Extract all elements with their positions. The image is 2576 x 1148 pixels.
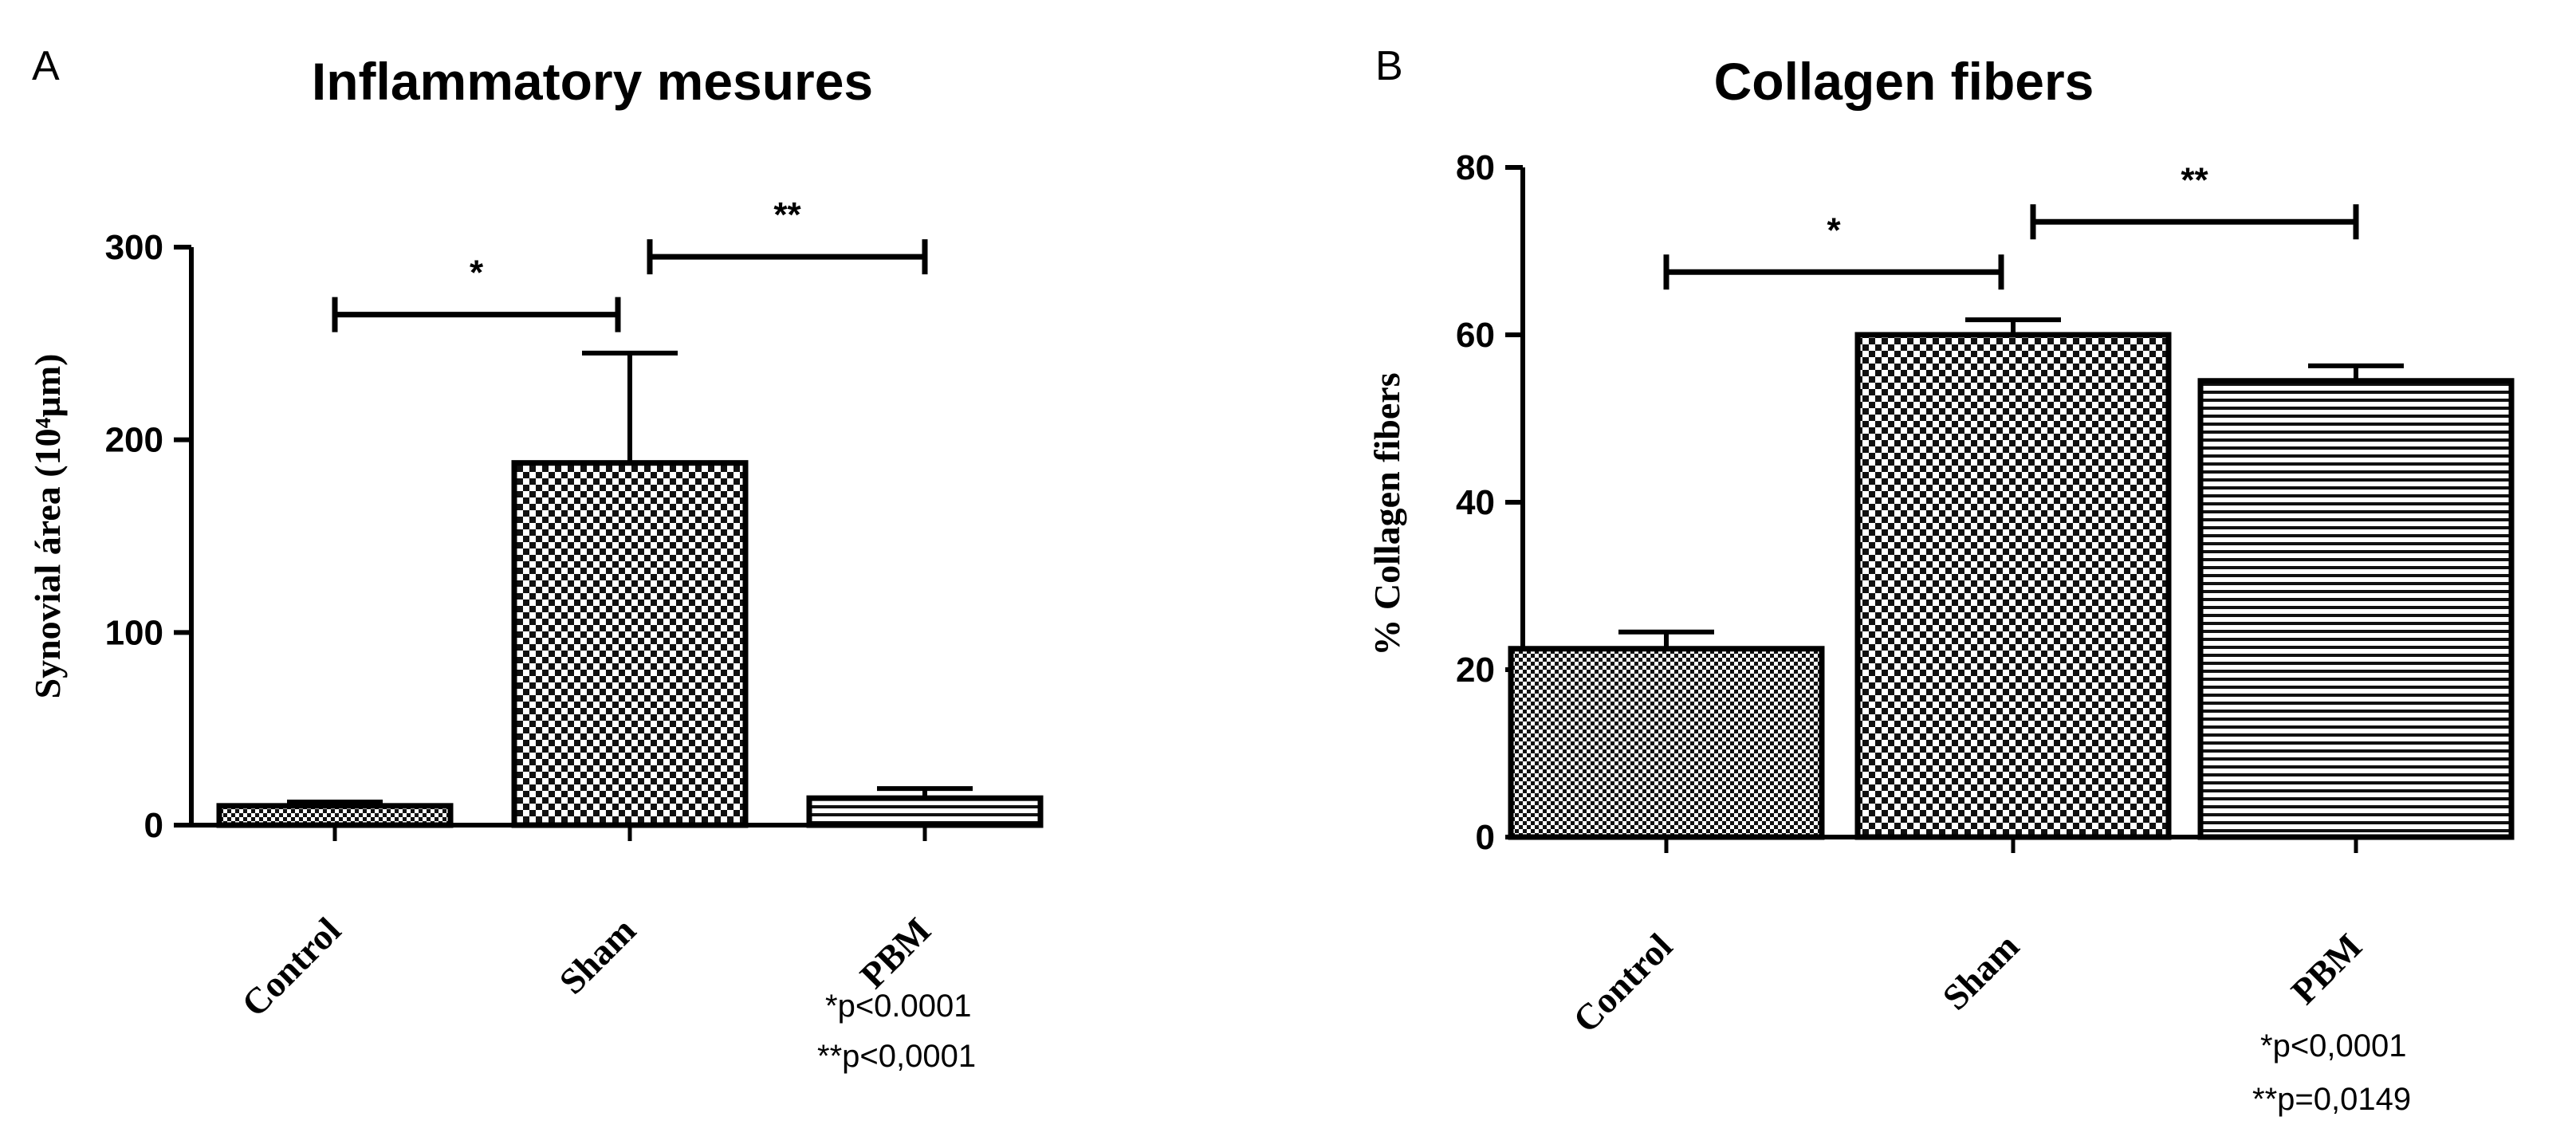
- panel-a-bar-pbm: [806, 795, 1044, 828]
- panel-a-bar-control: [216, 803, 454, 828]
- panel-b-significance-label: *: [1827, 210, 1841, 250]
- panel-a-y-tick-label: 100: [105, 613, 163, 652]
- panel-b-y-tick-label: 60: [1456, 316, 1495, 355]
- panel-a-category-label: PBM: [852, 910, 938, 996]
- panel-a-y-tick-label: 0: [144, 806, 163, 845]
- panel-a-y-tick-label: 200: [105, 421, 163, 460]
- panel-a-category-label: Sham: [551, 910, 643, 1002]
- panel-b-category-label: Control: [1565, 926, 1680, 1040]
- panel-a: A Inflammatory mesures Synovial área (10…: [27, 43, 1044, 1074]
- panel-b-title: Collagen fibers: [1714, 52, 2094, 111]
- panel-b-category-label: PBM: [2283, 926, 2370, 1012]
- panel-a-y-axis-label: Synovial área (10⁴µm): [27, 354, 68, 699]
- panel-a-bar-sham: [511, 460, 749, 828]
- panel-b-bar-control: [1508, 646, 1825, 840]
- panel-b-y-tick-label: 40: [1456, 483, 1495, 522]
- panel-a-y-tick-label: 300: [105, 228, 163, 267]
- panel-b-pvalue-2: **p=0,0149: [2252, 1082, 2411, 1117]
- panel-b-y-tick-label: 80: [1456, 148, 1495, 187]
- panel-a-significance-label: **: [773, 195, 801, 234]
- panel-a-significance-label: *: [470, 254, 484, 293]
- panel-b-letter: B: [1375, 43, 1403, 89]
- panel-b-category-label: Sham: [1934, 926, 2027, 1018]
- panel-b-y-tick-label: 0: [1476, 818, 1495, 857]
- panel-b-pvalue-1: *p<0,0001: [2260, 1028, 2407, 1063]
- panel-a-pvalue-1: *p<0.0001: [825, 989, 972, 1024]
- panel-b-significance-label: **: [2181, 160, 2208, 199]
- panel-a-letter: A: [32, 43, 60, 89]
- panel-b-bar-pbm: [2197, 378, 2515, 840]
- panel-a-title: Inflammatory mesures: [312, 52, 873, 111]
- panel-b-y-axis-label: % Collagen fibers: [1367, 372, 1407, 655]
- panel-b-bar-sham: [1854, 332, 2172, 840]
- panel-b: B Collagen fibers % Collagen fibers 0 20 4…: [1367, 43, 2515, 1117]
- panel-a-category-label: Control: [234, 910, 348, 1024]
- panel-b-y-tick-label: 20: [1456, 651, 1495, 690]
- panel-a-pvalue-2: **p<0,0001: [817, 1039, 976, 1074]
